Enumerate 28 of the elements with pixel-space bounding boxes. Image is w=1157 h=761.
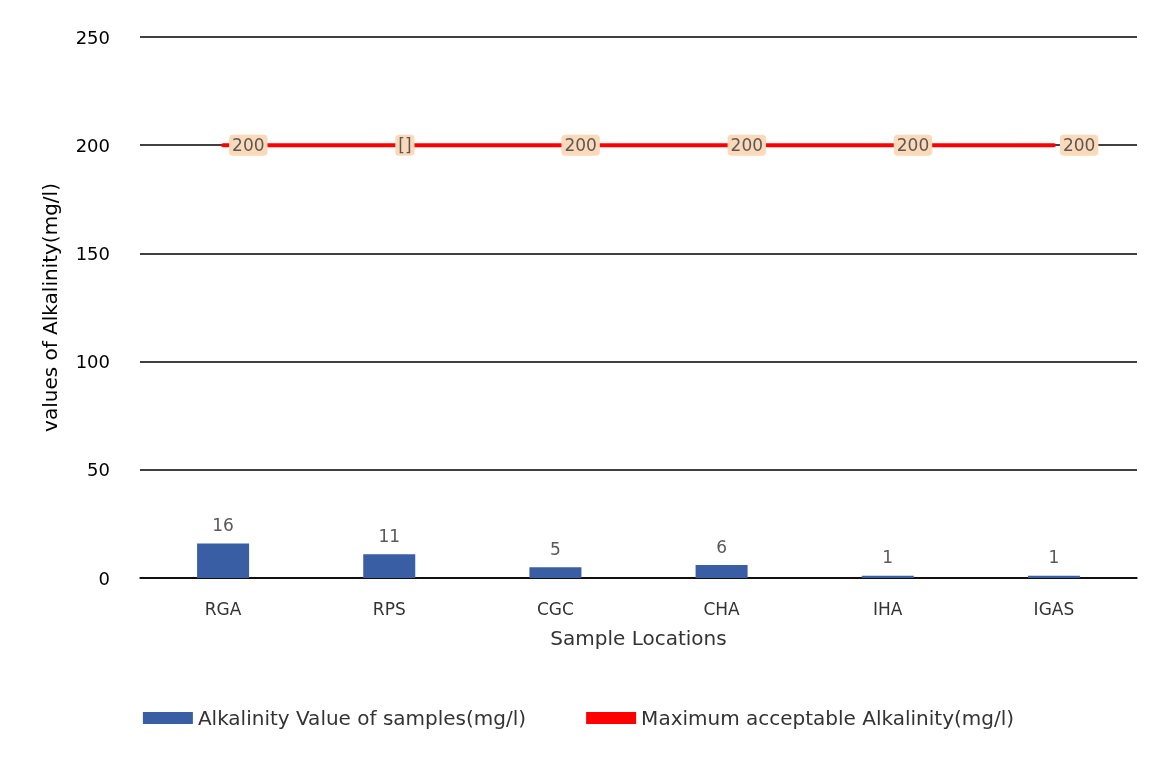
y-tick-label: 200 [75,134,110,156]
data-label: 200 [232,135,265,156]
x-axis-title: Sample Locations [550,626,727,650]
y-axis-title: values of Alkalinity(mg/l) [38,183,62,432]
x-tick-label: IGAS [1033,598,1075,619]
legend-label: Alkalinity Value of samples(mg/l) [197,706,527,730]
data-label: 200 [564,135,597,156]
legend-label: Maximum acceptable Alkalinity(mg/l) [641,706,1015,730]
data-label: 200 [730,135,764,156]
data-label: 11 [378,525,401,546]
y-tick-label: 250 [75,26,110,48]
data-label: 6 [716,536,727,557]
data-label: 5 [550,538,561,559]
data-label: 1 [882,547,894,568]
x-tick-label: CGC [536,598,574,619]
y-tick-label: 50 [87,459,110,481]
y-tick-label: 0 [98,567,110,589]
y-tick-label: 100 [75,351,110,373]
data-label: 200 [896,135,930,156]
x-tick-label: RGA [204,598,242,619]
data-label: 200 [1062,135,1096,156]
data-label: 1 [1048,547,1060,568]
x-tick-label: IHA [873,598,903,619]
x-tick-label: RPS [372,598,406,619]
data-label: 16 [212,514,234,535]
x-tick-label: CHA [703,598,741,619]
y-tick-label: 150 [75,242,110,264]
data-label: [] [398,135,412,156]
